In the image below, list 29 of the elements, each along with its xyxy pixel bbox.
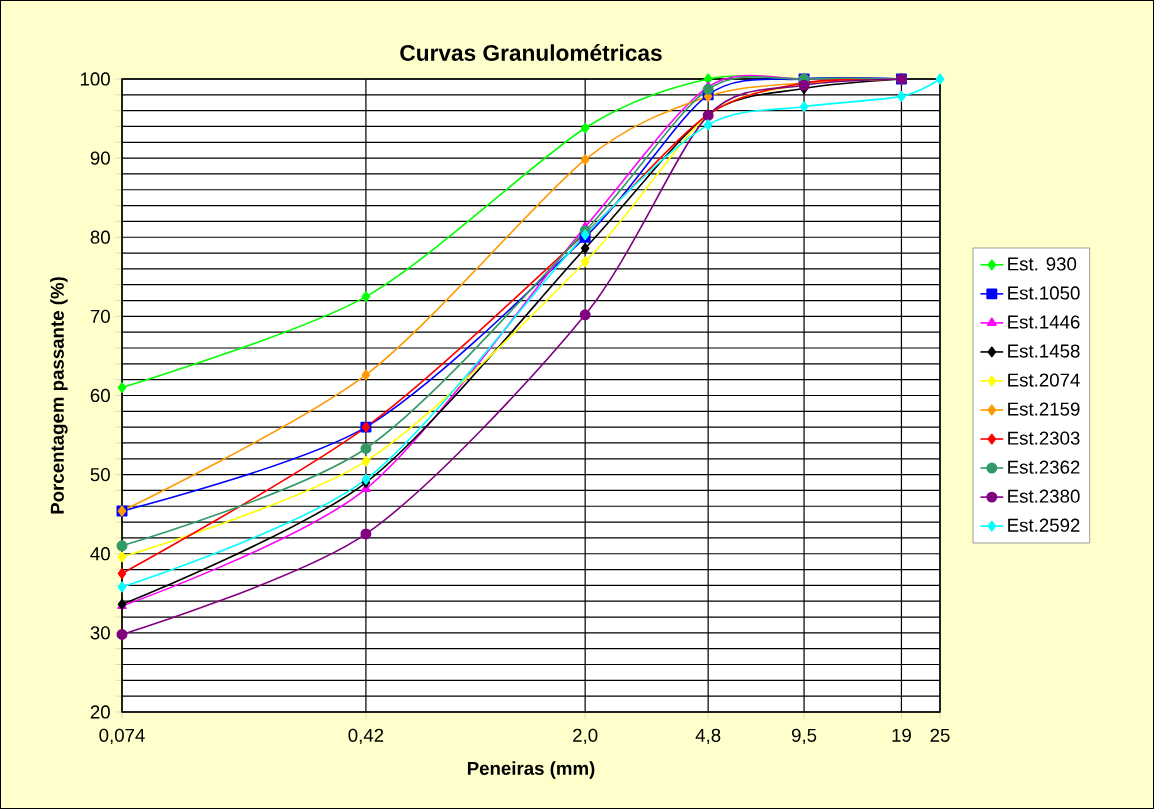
y-tick-label: 90 xyxy=(90,151,110,165)
x-axis-title: Peneiras (mm) xyxy=(467,761,595,779)
x-tick-label: 2,0 xyxy=(573,728,598,745)
x-tick-label: 4,8 xyxy=(695,728,721,745)
legend-label: Est.2303 xyxy=(1008,431,1080,445)
x-tick-label: 9,5 xyxy=(791,728,817,745)
y-tick-label: 50 xyxy=(90,467,110,482)
legend-label: Est.1458 xyxy=(1008,344,1080,358)
x-tick-label: 25 xyxy=(930,728,950,742)
x-tick-label: 0,42 xyxy=(348,728,384,745)
legend-label: Est.2074 xyxy=(1008,373,1080,387)
chart-title: Curvas Granulométricas xyxy=(400,44,662,61)
legend-label: Est.2159 xyxy=(1008,402,1080,416)
y-tick-label: 20 xyxy=(90,705,110,719)
legend-label: Est.1446 xyxy=(1008,315,1080,329)
legend-label: Est. 930 xyxy=(1008,257,1077,271)
y-tick-label: 100 xyxy=(80,72,110,86)
y-tick-label: 70 xyxy=(90,309,110,323)
legend-label: Est.1050 xyxy=(1008,286,1080,300)
x-tick-label: 0,074 xyxy=(99,728,145,745)
y-axis-title: Porcentagem passante (%) xyxy=(50,277,68,514)
legend-label: Est.2592 xyxy=(1008,518,1080,532)
legend-label: Est.2380 xyxy=(1008,489,1080,503)
y-tick-label: 80 xyxy=(90,230,110,244)
y-tick-label: 30 xyxy=(90,626,110,640)
y-tick-label: 40 xyxy=(90,547,110,561)
legend-label: Est.2362 xyxy=(1008,460,1080,474)
y-tick-label: 60 xyxy=(90,388,110,403)
x-tick-label: 19 xyxy=(892,728,911,742)
